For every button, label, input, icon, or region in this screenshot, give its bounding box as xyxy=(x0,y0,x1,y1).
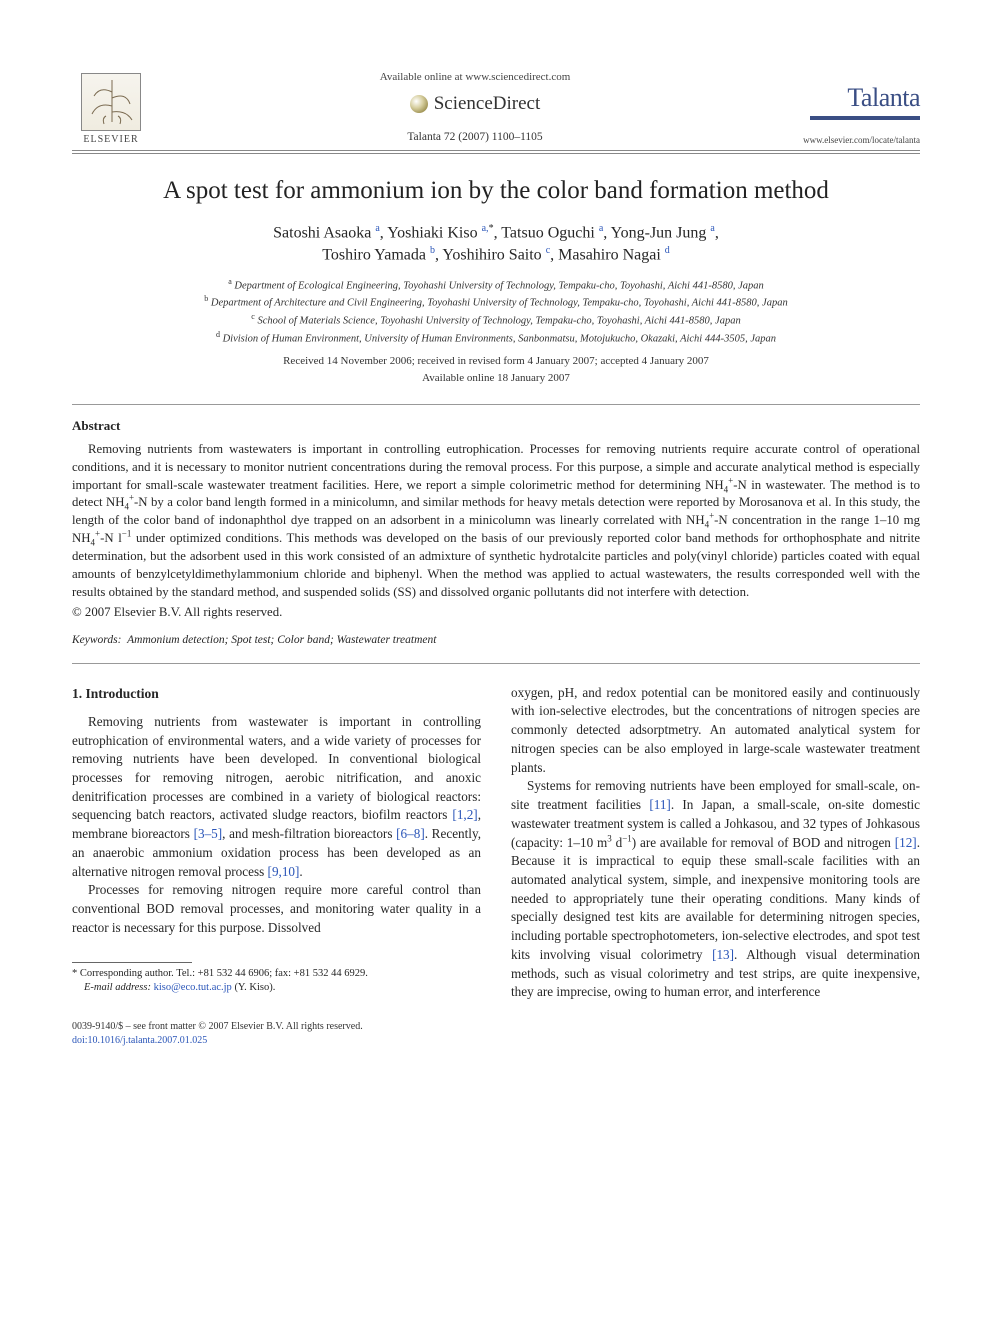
email-line: E-mail address: kiso@eco.tut.ac.jp (Y. K… xyxy=(72,981,481,995)
abstract-body: Removing nutrients from wastewaters is i… xyxy=(72,441,920,602)
journal-url: www.elsevier.com/locate/talanta xyxy=(803,134,920,146)
keywords-label: Keywords: xyxy=(72,634,121,646)
header-rule-1 xyxy=(72,150,920,151)
corresponding-author: * Corresponding author. Tel.: +81 532 44… xyxy=(72,967,481,981)
abstract-bottom-rule xyxy=(72,663,920,664)
keywords-line: Keywords: Ammonium detection; Spot test;… xyxy=(72,633,920,649)
header-rule-2 xyxy=(72,153,920,154)
sciencedirect-text: ScienceDirect xyxy=(434,91,541,117)
intro-p1-cont: oxygen, pH, and redox potential can be m… xyxy=(511,684,920,778)
elsevier-text: ELSEVIER xyxy=(83,133,138,147)
elsevier-tree-icon xyxy=(81,73,141,131)
intro-p1: Removing nutrients from wastewater is im… xyxy=(72,713,481,882)
body-columns: 1. Introduction Removing nutrients from … xyxy=(72,684,920,1002)
article-title: A spot test for ammonium ion by the colo… xyxy=(72,174,920,208)
intro-p2: Processes for removing nitrogen require … xyxy=(72,881,481,937)
footnote-block: * Corresponding author. Tel.: +81 532 44… xyxy=(72,967,481,995)
right-column: oxygen, pH, and redox potential can be m… xyxy=(511,684,920,1002)
keywords-text: Ammonium detection; Spot test; Color ban… xyxy=(127,634,436,646)
intro-heading: 1. Introduction xyxy=(72,684,481,703)
authors-block: Satoshi Asaoka a, Yoshiaki Kiso a,*, Tat… xyxy=(72,222,920,266)
bottom-meta: 0039-9140/$ – see front matter © 2007 El… xyxy=(72,1020,920,1047)
journal-logo-block: Talanta www.elsevier.com/locate/talanta xyxy=(800,80,920,146)
elsevier-logo: ELSEVIER xyxy=(72,60,150,146)
affiliation-d: d Division of Human Environment, Univers… xyxy=(72,329,920,347)
journal-bar-icon xyxy=(810,116,920,120)
available-online-text: Available online at www.sciencedirect.co… xyxy=(160,70,790,85)
affiliation-a: a Department of Ecological Engineering, … xyxy=(72,276,920,294)
affiliation-b: b Department of Architecture and Civil E… xyxy=(72,293,920,311)
citation-text: Talanta 72 (2007) 1100–1105 xyxy=(160,130,790,146)
affiliations-block: a Department of Ecological Engineering, … xyxy=(72,276,920,347)
sciencedirect-icon xyxy=(410,95,428,113)
email-link[interactable]: kiso@eco.tut.ac.jp xyxy=(154,982,232,993)
abstract-copyright: © 2007 Elsevier B.V. All rights reserved… xyxy=(72,604,920,621)
intro-p3: Systems for removing nutrients have been… xyxy=(511,777,920,1002)
abstract-top-rule xyxy=(72,404,920,405)
journal-name: Talanta xyxy=(847,80,920,115)
abstract-heading: Abstract xyxy=(72,417,920,435)
available-online-date: Available online 18 January 2007 xyxy=(72,371,920,386)
sciencedirect-logo: ScienceDirect xyxy=(410,91,541,117)
footnote-rule xyxy=(72,962,192,963)
journal-header: ELSEVIER Available online at www.science… xyxy=(72,60,920,146)
front-matter-line: 0039-9140/$ – see front matter © 2007 El… xyxy=(72,1020,920,1034)
received-dates: Received 14 November 2006; received in r… xyxy=(72,354,920,369)
center-header: Available online at www.sciencedirect.co… xyxy=(150,70,800,146)
left-column: 1. Introduction Removing nutrients from … xyxy=(72,684,481,1002)
doi-line: doi:10.1016/j.talanta.2007.01.025 xyxy=(72,1034,920,1048)
affiliation-c: c School of Materials Science, Toyohashi… xyxy=(72,311,920,329)
